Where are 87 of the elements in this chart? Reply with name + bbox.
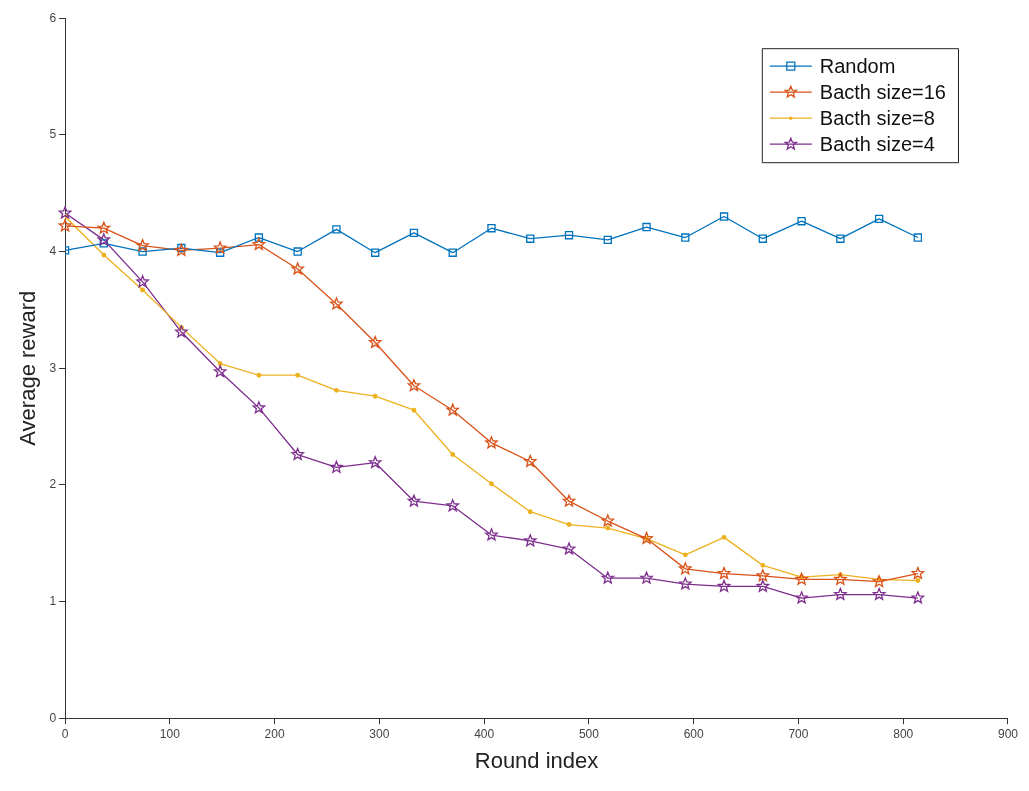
- point: [601, 571, 615, 584]
- point: [681, 233, 690, 242]
- point: [756, 579, 770, 592]
- point: [562, 494, 576, 507]
- point: [487, 224, 496, 233]
- point: [407, 494, 421, 507]
- point: [872, 575, 886, 588]
- point: [213, 241, 227, 254]
- point: [795, 572, 808, 585]
- x-tick-label: 900: [997, 726, 1019, 741]
- x-tick-label: 500: [578, 726, 600, 741]
- legend-label: Bacth size=4: [819, 132, 935, 155]
- point: [485, 528, 498, 541]
- point: [913, 233, 923, 242]
- point: [678, 577, 692, 590]
- point: [138, 247, 147, 256]
- point: [58, 219, 72, 232]
- point: [409, 228, 419, 238]
- point: [523, 534, 537, 547]
- y-tick-label: 2: [49, 477, 57, 492]
- x-tick-label: 0: [61, 726, 69, 741]
- point: [562, 542, 576, 555]
- x-tick-label: 100: [159, 726, 181, 741]
- point: [293, 247, 302, 256]
- point: [795, 591, 808, 604]
- y-tick-label: 6: [49, 10, 57, 25]
- point: [136, 239, 149, 252]
- point: [874, 214, 884, 224]
- y-tick-label: 4: [49, 243, 57, 258]
- point: [330, 297, 343, 310]
- point: [603, 235, 612, 245]
- point: [797, 217, 806, 226]
- legend-label: Random: [819, 54, 896, 77]
- legend-label: Bacth size=8: [819, 106, 935, 129]
- point: [640, 571, 653, 584]
- x-tick-label: 800: [893, 726, 914, 741]
- point: [601, 514, 615, 527]
- point: [291, 447, 305, 461]
- x-axis-title: Round index: [474, 747, 599, 773]
- point: [678, 562, 692, 575]
- point: [136, 275, 149, 288]
- y-tick-label: 3: [49, 360, 57, 375]
- point: [330, 460, 343, 473]
- point: [58, 206, 72, 219]
- point: [911, 591, 925, 604]
- point: [252, 401, 266, 414]
- x-tick-label: 300: [369, 726, 390, 741]
- point: [758, 234, 768, 243]
- point: [446, 499, 460, 512]
- y-tick-label: 0: [49, 710, 57, 725]
- legend-label: Bacth size=16: [819, 80, 946, 103]
- point: [526, 234, 535, 243]
- point: [254, 233, 264, 242]
- point: [756, 569, 770, 582]
- y-tick-label: 1: [49, 593, 57, 608]
- point: [872, 587, 886, 601]
- x-tick-label: 600: [683, 726, 705, 741]
- point: [332, 225, 341, 234]
- y-axis-title: Average reward: [15, 290, 41, 446]
- point: [407, 379, 421, 392]
- point: [717, 579, 731, 592]
- point: [446, 403, 460, 416]
- point: [719, 212, 729, 221]
- point: [213, 365, 227, 378]
- point: [485, 436, 498, 449]
- point: [448, 248, 457, 257]
- point: [911, 566, 925, 580]
- point: [97, 221, 111, 234]
- y-tick-label: 5: [49, 127, 57, 142]
- x-tick-label: 400: [474, 726, 495, 741]
- point: [368, 335, 382, 349]
- point: [834, 572, 847, 585]
- point: [836, 234, 845, 243]
- x-tick-label: 200: [264, 726, 285, 741]
- point: [97, 233, 111, 246]
- point: [252, 237, 266, 251]
- point: [368, 456, 382, 469]
- point: [640, 531, 653, 545]
- point: [717, 566, 731, 580]
- point: [175, 325, 188, 338]
- point: [291, 262, 305, 275]
- point: [564, 231, 574, 240]
- x-tick-label: 700: [788, 726, 809, 741]
- point: [642, 222, 651, 232]
- point: [371, 248, 380, 257]
- point: [523, 454, 537, 468]
- point: [834, 587, 847, 601]
